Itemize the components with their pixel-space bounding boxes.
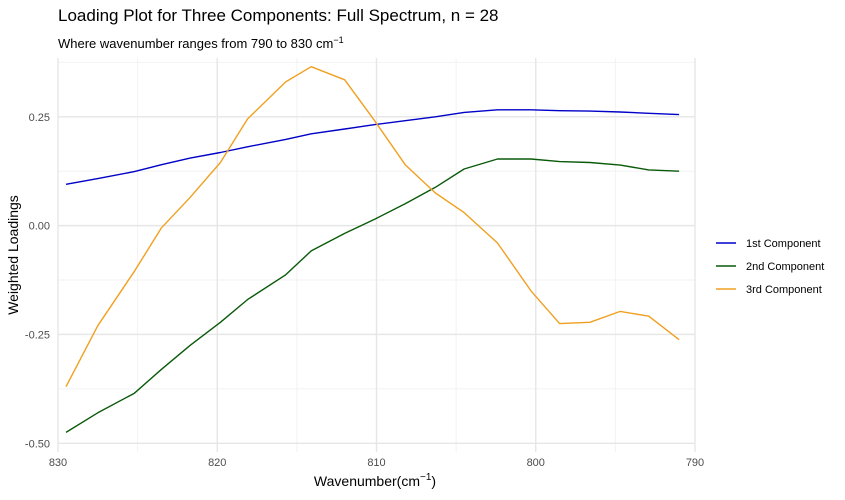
chart-subtitle-main: Where wavenumber ranges from 790 to 830 … [58,36,333,51]
chart-subtitle-superscript: −1 [333,35,343,45]
x-tick-label: 820 [208,457,226,469]
chart-title: Loading Plot for Three Components: Full … [58,6,499,25]
legend-label-3: 3rd Component [746,284,822,296]
x-axis-title: Wavenumber(cm−1) [314,472,436,489]
x-axis-ticks: 830 820 810 800 790 [49,457,704,469]
y-axis-title: Weighted Loadings [5,195,21,315]
x-tick-label: 800 [527,457,545,469]
y-tick-label: -0.50 [25,438,50,450]
legend-label-1: 1st Component [746,238,821,250]
x-axis-title-main: Wavenumber(cm [314,473,420,489]
y-tick-label: 0.00 [29,221,50,233]
x-tick-label: 790 [686,457,704,469]
y-tick-label: 0.25 [29,112,50,124]
gridlines [57,58,696,452]
chart-subtitle: Where wavenumber ranges from 790 to 830 … [58,35,344,51]
x-tick-label: 830 [49,457,67,469]
series-lines [65,65,680,433]
x-axis-title-close: ) [431,473,436,489]
legend: 1st Component 2nd Component 3rd Component [716,238,824,296]
y-tick-label: -0.25 [25,329,50,341]
x-axis-title-superscript: −1 [420,472,432,483]
series-line-1 [65,109,680,185]
legend-label-2: 2nd Component [746,261,824,273]
x-tick-label: 810 [367,457,385,469]
y-axis-ticks: 0.25 0.00 -0.25 -0.50 [25,112,50,451]
series-line-3 [65,65,680,388]
series-line-2 [65,158,680,433]
